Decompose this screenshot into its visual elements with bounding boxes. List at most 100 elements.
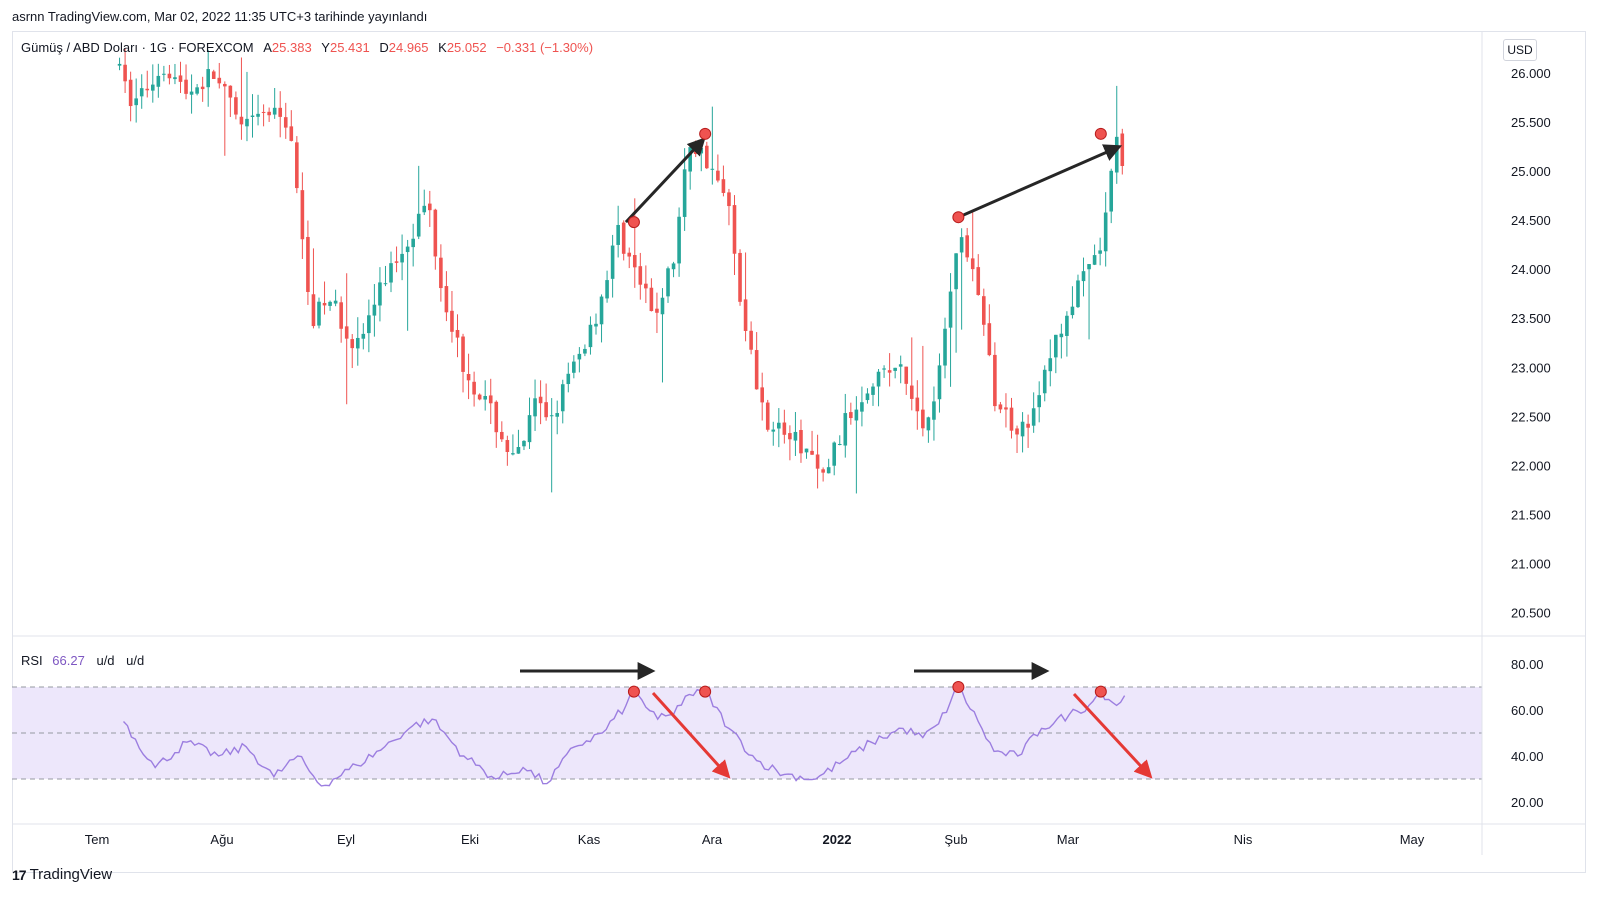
candle-body: [389, 263, 393, 283]
candle-body: [150, 84, 155, 91]
candle-body: [660, 297, 665, 315]
candle-body: [860, 402, 864, 412]
candle-body: [516, 447, 521, 454]
candle-body: [572, 361, 576, 373]
rsi-peak-marker: [1094, 685, 1107, 698]
candle-body: [876, 371, 881, 387]
candle-body: [682, 169, 687, 217]
rsi-name[interactable]: RSI: [21, 653, 43, 668]
candle-body: [433, 209, 438, 257]
candle-body: [466, 373, 471, 381]
time-tick-label: Nis: [1234, 832, 1253, 847]
candle-body: [311, 294, 316, 327]
candle-body: [555, 413, 560, 417]
candle-body: [671, 263, 676, 270]
candle-body: [538, 396, 543, 404]
price-tick-label: 23.000: [1511, 360, 1551, 375]
candle-body: [522, 440, 526, 447]
open-label: A: [263, 40, 272, 55]
candle-body: [815, 454, 820, 469]
candle-body: [599, 296, 604, 325]
candle-body: [583, 348, 587, 354]
candle-body: [505, 440, 510, 452]
candle-body: [616, 224, 620, 245]
rsi-tick-label: 80.00: [1511, 657, 1544, 672]
candle-body: [239, 116, 244, 125]
candle-body: [1103, 212, 1108, 252]
axes: 26.000 25.500 25.000 24.500 24.000 23.500 23.0…: [12, 32, 1586, 855]
candle-body: [1037, 395, 1041, 408]
candle-body: [605, 280, 609, 299]
currency-button[interactable]: USD: [1503, 39, 1537, 61]
candle-body: [405, 246, 410, 253]
candle-body: [184, 79, 188, 94]
time-tick-label: Ara: [702, 832, 723, 847]
candle-body: [455, 330, 460, 338]
candle-body: [721, 179, 726, 193]
candle-body: [472, 381, 476, 395]
candle-body: [926, 417, 931, 431]
time-tick-label: Kas: [578, 832, 601, 847]
candle-body: [710, 168, 715, 170]
candle-body: [965, 235, 969, 258]
candle-body: [400, 253, 404, 263]
candle-body: [1026, 423, 1030, 428]
time-tick-label: Tem: [85, 832, 110, 847]
candle-body: [954, 253, 958, 290]
candle-body: [649, 287, 654, 312]
candle-body: [272, 107, 277, 115]
candle-body: [699, 147, 704, 154]
candle-body: [355, 337, 360, 349]
candle-body: [450, 310, 454, 332]
price-tick-label: 24.500: [1511, 213, 1551, 228]
candle-body: [666, 268, 670, 297]
candle-body: [677, 216, 681, 264]
close-label: K: [438, 40, 447, 55]
price-tick-label: 22.500: [1511, 409, 1551, 424]
candle-body: [937, 365, 942, 400]
price-high-marker: [627, 216, 640, 229]
candle-body: [317, 301, 321, 326]
time-tick-label: Eyl: [337, 832, 355, 847]
candle-body: [1031, 408, 1036, 426]
candle-body: [959, 237, 964, 253]
candle-body: [261, 111, 266, 113]
candle-body: [865, 393, 870, 401]
price-up-arrow-2: [957, 144, 1123, 219]
candle-body: [544, 402, 548, 418]
candle-body: [981, 296, 986, 325]
candle-body: [1015, 428, 1019, 435]
tradingview-logo-icon: 17: [12, 866, 27, 883]
candle-body: [943, 328, 947, 366]
time-tick-label: Şub: [944, 832, 967, 847]
candle-body: [771, 429, 776, 432]
candle-body: [566, 373, 571, 385]
candle-body: [738, 252, 742, 302]
candle-body: [837, 443, 842, 445]
candle-body: [117, 63, 122, 66]
candle-body: [987, 323, 992, 356]
tradingview-footer[interactable]: 17 TradingView: [12, 866, 112, 883]
candle-body: [439, 257, 443, 289]
symbol-label[interactable]: Gümüş / ABD Doları · 1G · FOREXCOM: [21, 40, 254, 55]
candle-body: [250, 115, 255, 117]
candle-body: [500, 431, 504, 440]
price-high-marker: [699, 127, 712, 140]
candle-body: [849, 412, 853, 419]
candle-body: [632, 255, 637, 268]
low-label: D: [379, 40, 389, 55]
candle-body: [887, 370, 892, 373]
rsi-na-1: u/d: [96, 653, 115, 668]
candle-body: [488, 395, 493, 404]
candle-body: [267, 111, 271, 116]
candle-body: [1054, 334, 1058, 358]
candle-body: [638, 266, 643, 285]
candle-body: [777, 422, 781, 429]
candle-body: [378, 282, 382, 306]
candle-body: [278, 107, 283, 117]
candle-body: [716, 170, 720, 181]
rsi-tick-label: 40.00: [1511, 749, 1544, 764]
annotations: [520, 127, 1153, 779]
candle-body: [1076, 280, 1080, 308]
